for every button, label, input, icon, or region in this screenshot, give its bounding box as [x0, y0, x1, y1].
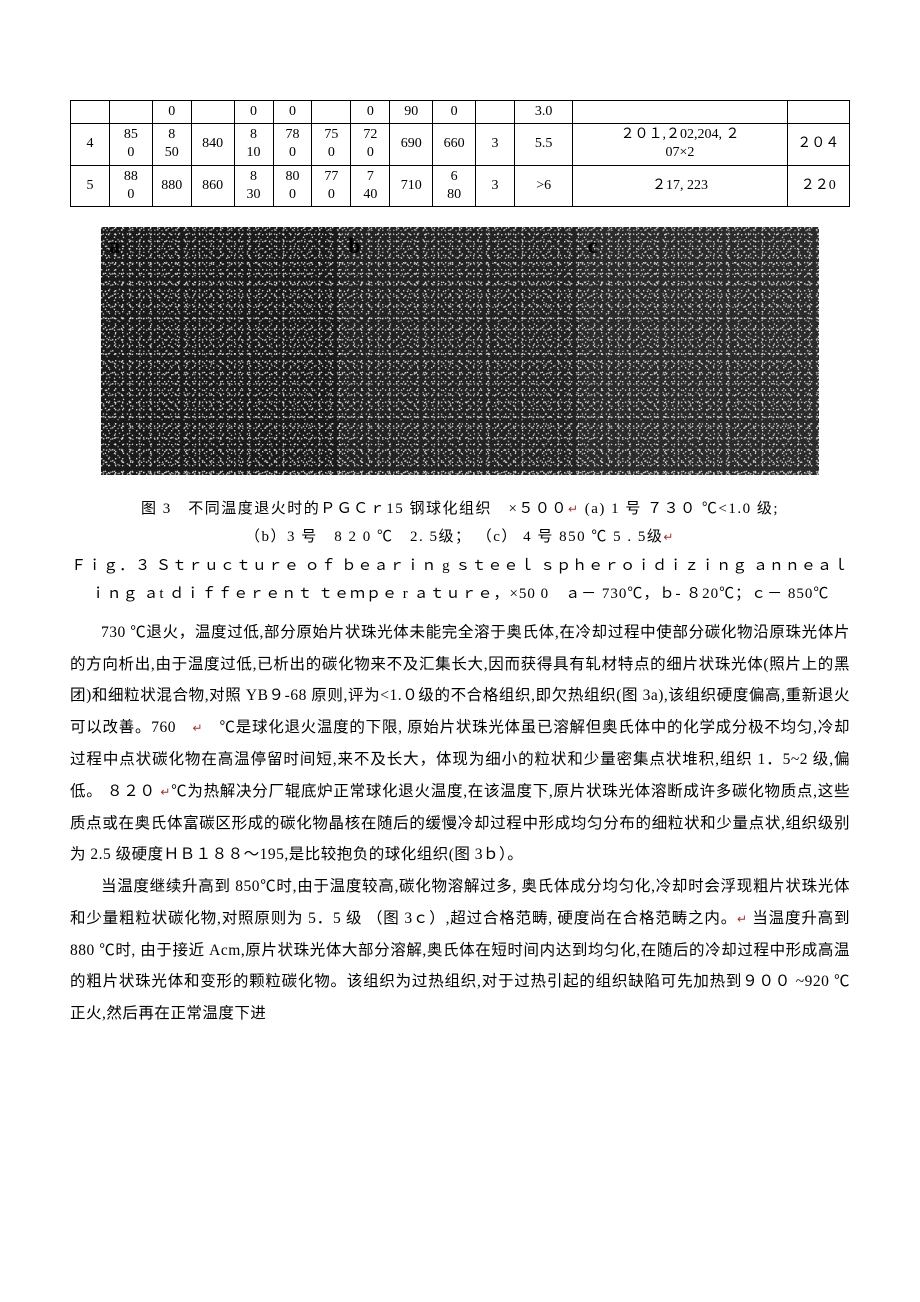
return-glyph: ↵ [568, 502, 580, 516]
table-cell: 80 0 [273, 165, 312, 206]
table-cell [71, 101, 110, 124]
paragraph-1: 730 ℃退火，温度过低,部分原始片状珠光体未能完全溶于奥氏体,在冷却过程中使部… [70, 617, 850, 871]
return-glyph: ↵ [160, 785, 171, 799]
table-cell [476, 101, 515, 124]
table-cell: 690 [390, 124, 433, 165]
table-cell: 880 [152, 165, 191, 206]
annealing-data-table: 00009003.0485 08 508408 1078 075 072 069… [70, 100, 850, 207]
return-glyph: ↵ [663, 530, 675, 544]
table-cell: 8 50 [152, 124, 191, 165]
micrograph-label-a: a [109, 233, 120, 259]
table-cell: 860 [191, 165, 234, 206]
table-cell [191, 101, 234, 124]
table-cell: ２０１,２02,204, ２ 07×2 [573, 124, 787, 165]
table-cell: 0 [273, 101, 312, 124]
table-cell: 0 [433, 101, 476, 124]
paragraph-2: 当温度继续升高到 850℃时,由于温度较高,碳化物溶解过多, 奥氏体成分均匀化,… [70, 871, 850, 1030]
caption-line1b: (a) 1 号 ７３０ ℃<1.0 级; [585, 501, 779, 517]
return-glyph: ↵ [737, 912, 748, 926]
figure-3-caption: 图 3 不同温度退火时的ＰＧＣｒ15 钢球化组织 ×５００↵ (a) 1 号 ７… [70, 495, 850, 609]
table-cell: 3 [476, 124, 515, 165]
return-glyph: ↵ [192, 721, 203, 735]
table-cell: ２０４ [787, 124, 849, 165]
table-cell: 5.5 [514, 124, 572, 165]
table-cell [573, 101, 787, 124]
table-cell: 840 [191, 124, 234, 165]
table-cell [109, 101, 152, 124]
table-row: 588 08808608 3080 077 07 407106 803>6２17… [71, 165, 850, 206]
figure-3-micrograph: a b c [101, 227, 819, 475]
table-cell: 88 0 [109, 165, 152, 206]
table-cell: 5 [71, 165, 110, 206]
table-cell: 710 [390, 165, 433, 206]
p1-text-c: ℃为热解决分厂辊底炉正常球化退火温度,在该温度下,原片状珠光体溶断成许多碳化物质… [70, 783, 850, 864]
table-cell: 85 0 [109, 124, 152, 165]
table-row: 485 08 508408 1078 075 072 069066035.5２０… [71, 124, 850, 165]
p2-text-a: 当温度继续升高到 850℃时,由于温度较高,碳化物溶解过多, 奥氏体成分均匀化,… [70, 878, 850, 927]
micrograph-label-b: b [348, 233, 360, 259]
table-cell: 4 [71, 124, 110, 165]
micrograph-label-c: c [588, 233, 598, 259]
table-cell: 90 [390, 101, 433, 124]
table-cell: 75 0 [312, 124, 351, 165]
table-cell [312, 101, 351, 124]
table-cell: 0 [351, 101, 390, 124]
table-row: 00009003.0 [71, 101, 850, 124]
table-cell: 78 0 [273, 124, 312, 165]
table-cell: 77 0 [312, 165, 351, 206]
table-cell: 3 [476, 165, 515, 206]
micrograph-c [580, 227, 819, 475]
table-cell: 0 [152, 101, 191, 124]
table-cell: 8 10 [234, 124, 273, 165]
table-cell: 660 [433, 124, 476, 165]
table-cell: 8 30 [234, 165, 273, 206]
caption-line1: 图 3 不同温度退火时的ＰＧＣｒ15 钢球化组织 ×５００ [141, 501, 568, 517]
caption-line2a: （b）3 号 8 2 0 ℃ 2. 5级； （c） 4 号 850 ℃ 5 . … [245, 529, 663, 545]
table-cell: >6 [514, 165, 572, 206]
table-cell: 7 40 [351, 165, 390, 206]
table-cell: ２２0 [787, 165, 849, 206]
table-cell: 0 [234, 101, 273, 124]
table-cell [787, 101, 849, 124]
table-cell: ２17, 223 [573, 165, 787, 206]
caption-line2b: Ｆｉｇ．３ Ｓｔｒｕｃｔｕｒｅ ｏｆ ｂｅａｒｉｎ g ｓｔｅｅｌ ｓｐｈｅｒｏ… [71, 558, 849, 603]
micrograph-a [101, 227, 340, 475]
table-cell: 6 80 [433, 165, 476, 206]
table-cell: 72 0 [351, 124, 390, 165]
table-cell: 3.0 [514, 101, 572, 124]
micrograph-b [340, 227, 579, 475]
